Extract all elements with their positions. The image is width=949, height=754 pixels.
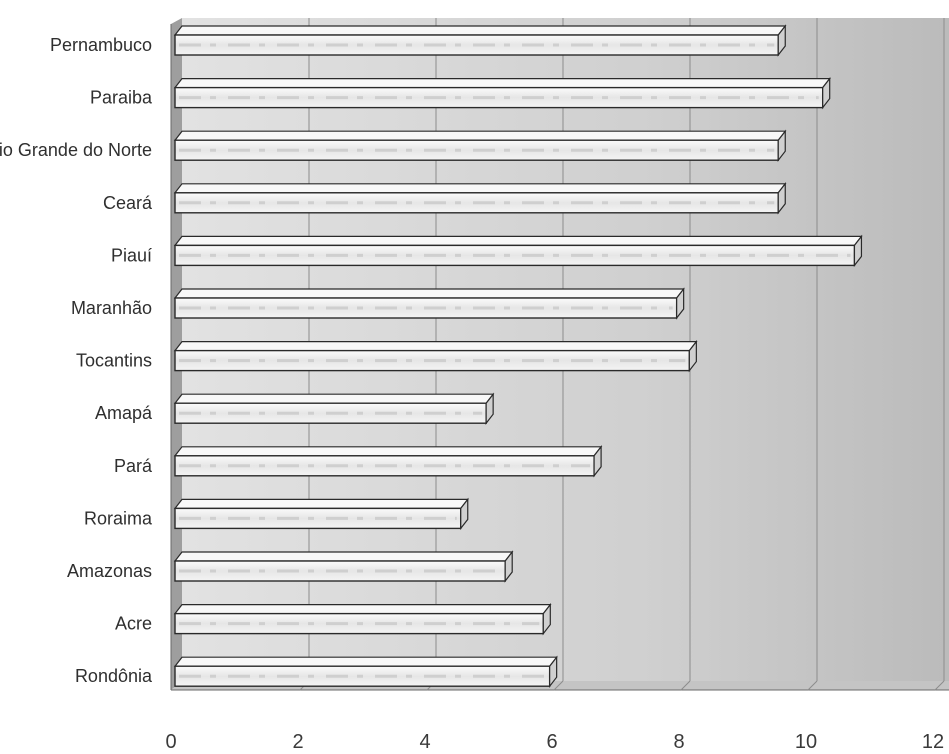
x-tick-label: 10 <box>795 731 817 753</box>
category-label-pernambuco: Pernambuco <box>50 35 152 55</box>
bar-amapa <box>173 392 495 425</box>
bar-top-face <box>173 551 514 562</box>
bar-tocantins <box>173 339 698 373</box>
bar-top-face <box>173 341 698 352</box>
category-label-piaui: Piauí <box>111 245 152 265</box>
bar-roraima <box>173 497 469 531</box>
category-label-ceara: Ceará <box>103 193 153 213</box>
bar-top-face <box>173 130 787 141</box>
bar-top-face <box>173 603 552 615</box>
bar-rio-grande-do-norte <box>173 129 787 162</box>
bar-end-face <box>688 339 697 373</box>
bar-rondonia <box>173 655 558 688</box>
bar-maranhao <box>173 287 685 320</box>
bar-end-face <box>549 655 558 688</box>
bar-end-face <box>460 497 469 531</box>
bar-acre <box>173 602 552 636</box>
x-tick-label: 6 <box>546 731 557 753</box>
x-tick-label: 8 <box>673 731 684 753</box>
category-label-maranhao: Maranhão <box>71 298 152 318</box>
bar-end-face <box>676 287 685 320</box>
bar-top-face <box>173 656 558 667</box>
category-label-roraima: Roraima <box>84 508 153 528</box>
bar-end-face <box>542 602 551 636</box>
category-label-para: Pará <box>114 456 153 476</box>
x-tick-label: 4 <box>419 731 430 753</box>
category-label-amapa: Amapá <box>95 403 153 423</box>
category-labels: Pernambuco Paraiba Rio Grande do Norte Cear… <box>0 35 153 686</box>
bar-end-face <box>777 129 786 162</box>
bar-top-face <box>173 25 787 36</box>
bar-top-face <box>173 393 495 404</box>
bar-end-face <box>777 24 786 57</box>
bar-para <box>173 445 603 478</box>
bars <box>173 24 863 688</box>
bar-top-face <box>173 183 787 194</box>
bar-end-face <box>593 445 602 478</box>
category-label-amazonas: Amazonas <box>67 561 152 581</box>
bar-top-face <box>173 77 831 89</box>
category-label-rio-grande-do-norte: Rio Grande do Norte <box>0 140 152 160</box>
bar-ceara <box>173 182 787 215</box>
x-tick-label: 12 <box>922 731 944 753</box>
bar-top-face <box>173 288 685 299</box>
bar-end-face <box>485 392 494 425</box>
bar-paraiba <box>173 76 831 110</box>
category-label-paraiba: Paraiba <box>90 88 153 108</box>
bar-end-face <box>853 234 863 268</box>
gridline-floor <box>680 680 691 691</box>
category-label-tocantins: Tocantins <box>76 351 152 371</box>
gridline-floor <box>807 680 818 691</box>
gridline-floor <box>553 680 564 691</box>
bar-top-face <box>173 498 469 509</box>
bar-top-face <box>173 235 863 246</box>
x-axis-ticks: 0 2 4 6 8 10 12 <box>165 731 944 753</box>
x-tick-label: 0 <box>165 731 176 753</box>
category-label-rondonia: Rondônia <box>75 666 153 686</box>
x-tick-label: 2 <box>292 731 303 753</box>
category-label-acre: Acre <box>115 614 152 634</box>
bar-top-face <box>173 446 603 457</box>
bar-end-face <box>822 76 831 110</box>
bar-pernambuco <box>173 24 787 57</box>
bar-end-face <box>504 550 513 583</box>
bar-amazonas <box>173 550 514 583</box>
bar-end-face <box>777 182 786 215</box>
bar-front-face <box>174 507 462 530</box>
bar-piaui <box>173 234 863 268</box>
gridline-floor <box>934 680 945 691</box>
